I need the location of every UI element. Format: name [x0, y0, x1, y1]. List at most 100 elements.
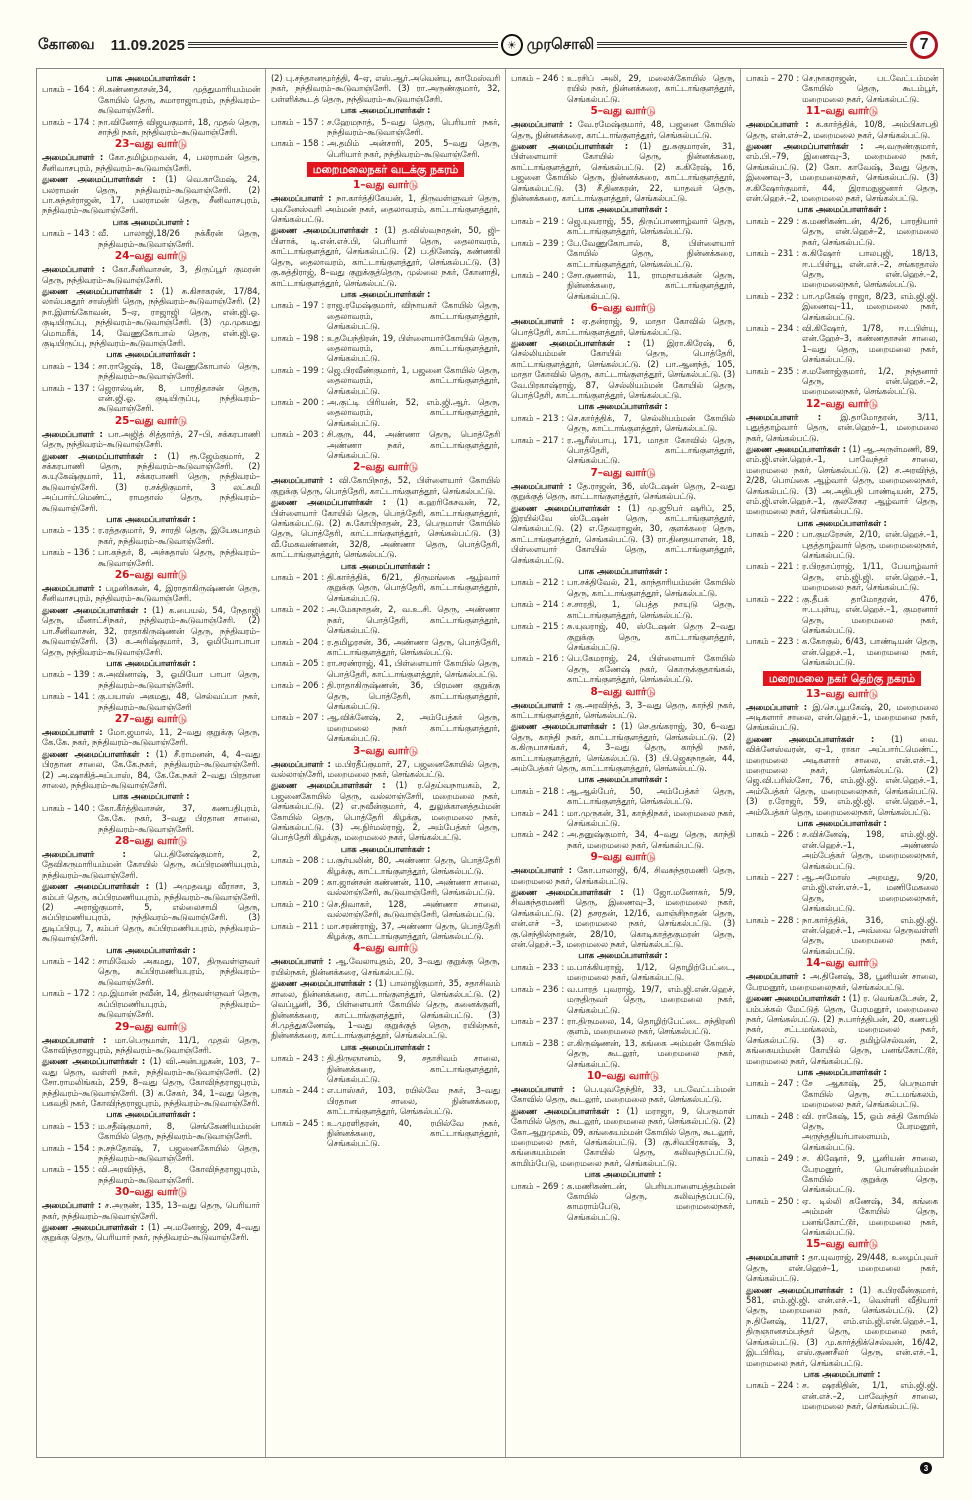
page-number: 7	[910, 31, 939, 59]
organizer-details: ச.அருண், 135, 13–வது தெரு, பெரியார் நகர்…	[42, 1200, 260, 1221]
separator: :	[92, 382, 96, 393]
organizer-details: (1) இரா.கிரேஷ், 6, செல்லியம்மன் கோயில் த…	[511, 337, 735, 400]
booth-entry: பாகம் – 238: எ.கிருஷ்ணன், 13, கங்கை அம்மன…	[511, 1038, 735, 1069]
booth-number: பாகம் – 218	[511, 785, 559, 796]
booth-entry: பாகம் – 216: பெ.கேமராஜ், 24, பிள்ளையார் க…	[511, 653, 735, 684]
ward-heading: 24–வது வார்டு	[114, 250, 188, 263]
booth-organizer-details: சா.ராஜேஷ், 18, வேணுகோபால் தெரு, நந்திவரம…	[98, 360, 260, 382]
booth-entry: பாகம் – 208: ப.சூர்யலின், 80, அண்ணா தெரு,…	[271, 855, 500, 876]
separator: :	[796, 248, 800, 259]
booth-number: பாகம் – 250	[746, 1195, 794, 1206]
organizer-paragraph: அமைப்பாளர் : ஆ.வேலாயுதம், 20, 3–வது குறு…	[271, 956, 500, 977]
organizer-paragraph: துணை அமைப்பாளர்கள் : (1) ர.தெய்வநாயகம், …	[271, 780, 500, 842]
booth-number: பாகம் – 164	[42, 84, 90, 95]
organizer-paragraph: துணை அமைப்பாளர்கள் : (1) க.பையல், 54, நே…	[42, 605, 260, 657]
booth-organizer-details: சு.யுவராஜ், 40, ஸ்டேஷன் தெரு 2–வது குறுக…	[567, 621, 735, 652]
organizer-paragraph: அமைப்பாளர் : அ.தினேஷ், 38, பூனியன் சாலை,…	[746, 971, 938, 992]
booth-entry: பாகம் – 236: வ.பாரத் புவராஜ், 19/7, எம்.ஜ…	[511, 984, 735, 1015]
booth-number: பாகம் – 136	[42, 547, 90, 558]
booth-entry: பாகம் – 164: சி.கண்ணதாசன்,34, முத்துமாரிய…	[42, 84, 260, 115]
booth-number: பாகம் – 228	[746, 914, 794, 925]
separator: :	[321, 604, 325, 615]
organizer-paragraph: அமைப்பாளர் : இ.தாமோதரன், 3/11, புதுத்தாழ…	[746, 412, 938, 443]
booth-organizer-details: ஏ. டில்லி கணேஷ், 34, கங்கை அம்மன் கோயில்…	[802, 1195, 938, 1238]
booth-entry: பாகம் – 237: ரா.திருமலை, 14, தொழிற்பேட்டை…	[511, 1016, 735, 1037]
booth-entry: பாகம் – 204: ர.தமிழரசன், 36, அண்ணா தெரு, …	[271, 637, 500, 658]
booth-entry: பாகம் – 201: தி.கார்த்திக், 6/21, திருமங்…	[271, 572, 500, 603]
ward-heading: 11–வது வார்டு	[805, 105, 879, 118]
booth-entry: பாகம் – 143: வீ. பாலாஜி,18/26 நக்கீரன் தெ…	[42, 228, 260, 249]
separator: :	[321, 920, 325, 931]
separator: :	[92, 525, 96, 536]
booth-organizer-details: உ.முரளிதரன், 40, ரயில்வே நகர், நின்னக்கர…	[327, 1117, 500, 1149]
separator: :	[796, 1195, 800, 1206]
organizer-paragraph: அமைப்பாளர் : வி.கோபிநாத், 52, பிள்ளையார்…	[271, 475, 500, 496]
organizer-paragraph: அமைப்பாளர் : இ.செ.பூபகேஷ், 20, மறைமலை அட…	[746, 702, 938, 733]
booth-organizer-details: சோ.குணால், 11, ராமநாயக்கன் தெரு, நின்னக்…	[567, 269, 735, 301]
booth-entry: பாகம் – 200: அ.குட்டி பிரியன், 52, எம்.ஜி…	[271, 397, 500, 428]
booth-number: பாகம் – 174	[42, 116, 90, 127]
role-label: துணை அமைப்பாளர்கள் :	[42, 285, 154, 296]
booth-number: பாகம் – 220	[746, 529, 794, 540]
role-label: அமைப்பாளர் :	[42, 583, 102, 594]
booth-entry: பாகம் – 244: எ.பாஸ்கர், 103, ரயில்வே நகர்…	[271, 1085, 500, 1116]
role-label: துணை அமைப்பாளர்கள் :	[42, 604, 147, 615]
booth-number: பாகம் – 135	[42, 525, 90, 536]
role-label: துணை அமைப்பாளர்கள் :	[511, 721, 616, 732]
ward-heading: 1–வது வார்டு	[353, 179, 418, 192]
separator: :	[796, 215, 800, 226]
separator: :	[92, 988, 96, 999]
organizer-details: ஆ.வேலாயுதம், 20, 3–வது குறுக்கு தெரு, ரய…	[271, 956, 500, 977]
booth-organizer-details: கு.தீபக் தாமோதரன், 476, ஈ.டபுள்யு, என்.ஹ…	[802, 593, 938, 635]
booth-entry: பாகம் – 248: வி. ராகேஷ், 15, ஓம் சக்தி கோ…	[746, 1111, 938, 1153]
town-banner: மறைமலை நகர் தெற்கு நகரம்	[762, 670, 922, 686]
section-label: பாக அமைப்பாளர் :	[803, 1368, 881, 1379]
booth-organizer-details: கு.பயாஸ் அகமது, 48, செல்வப்பா நகர், நந்த…	[98, 691, 260, 712]
footer-page-marker: 3	[920, 1462, 932, 1474]
separator: :	[796, 914, 800, 925]
page-header: கோவை 11.09.2025 ☀ முரசொலி 7	[38, 30, 939, 60]
organizer-details: பெ.யுவதேந்திர், 33, படவேட்டம்மன் கோவில் …	[511, 1083, 735, 1105]
booth-number: பாகம் – 224	[746, 1380, 794, 1391]
separator: :	[796, 365, 800, 376]
separator: :	[92, 116, 96, 127]
booth-organizer-details: கா.ஜான்சன் கண்ணன், 110, அண்ணா சாலை, வல்ல…	[327, 877, 500, 898]
booth-number: பாகம் – 233	[511, 961, 559, 972]
section-label: பாக அமைப்பாளர்கள் :	[106, 657, 196, 668]
booth-organizer-details: ர.ஆரீஸ்பாபு, 171, மாதா கோவில் தெரு, பொத்…	[567, 434, 735, 466]
booth-number: பாகம் – 231	[746, 248, 794, 259]
booth-organizer-details: பே.வேணுகோபால், 8, பிள்ளையார் கோயில் தெரு…	[567, 237, 735, 269]
section-label: பாக அமைப்பாளர்கள் :	[340, 288, 431, 299]
role-label: அமைப்பாளர் :	[746, 119, 809, 130]
separator: :	[561, 1015, 565, 1026]
organizer-paragraph: துணை அமைப்பாளர்கள் : (1) அ.மனோஜ், 209, 4…	[42, 1222, 260, 1243]
booth-organizer-details: தி.திருஞானம், 9, சதாசிவம் சாலை, நின்னக்க…	[327, 1053, 500, 1084]
booth-entry: பாகம் – 158: அ.தமிம் அன்சாரி, 205, 5–வது …	[271, 138, 500, 159]
organizer-details: (1) மராஜா, 9, பெருமாள் கோயில் தெரு, கூடல…	[511, 1105, 735, 1168]
booth-organizer-details: பா.கந்தர், 8, அச்சுதாஸ் தெரு, நந்திவரம்–…	[98, 547, 260, 568]
booth-number: பாகம் – 157	[271, 116, 319, 127]
booth-number: பாகம் – 213	[511, 412, 559, 423]
separator: :	[561, 961, 565, 972]
booth-entry: பாகம் – 157: ச.ஹேமநாத், 5–வது தெரு, பெரிய…	[271, 117, 500, 138]
booth-entry: பாகம் – 250: ஏ. டில்லி கணேஷ், 34, கங்கை அ…	[746, 1196, 938, 1238]
separator: :	[92, 691, 96, 702]
organizer-paragraph: அமைப்பாளர் : தே.ராஜன், 36, ஸ்டேஷன் தெரு,…	[511, 481, 735, 502]
role-label: துணை அமைப்பாளர்கள் :	[511, 887, 624, 898]
booth-organizer-details: செ.நாகராஜன், படவேட்டம்மன் கோயில் தெரு, க…	[802, 73, 938, 104]
booth-number: பாகம் – 207	[271, 712, 319, 723]
booth-number: பாகம் – 222	[746, 593, 794, 604]
booth-organizer-details: ரா.சரண்ராஜ், 41, பிள்ளையார் கோயில் தெரு,…	[327, 658, 500, 679]
role-label: அமைப்பாளர் :	[42, 428, 103, 439]
organizer-details: கோ.சீனிவாசன், 3, திருப்பூர் குமரன் தெரு,…	[42, 264, 261, 285]
organizer-details: பழனிசுகன், 4, இராதாகிருஷ்ணன் தெரு, சீனிவ…	[42, 583, 261, 604]
separator: :	[561, 237, 565, 248]
booth-entry: பாகம் – 226: ச.விக்னேஷ், 198, எம்.ஜி.ஜி. …	[746, 829, 938, 871]
booth-number: பாகம் – 208	[271, 855, 319, 866]
booth-organizer-details: பா.சக்திவேல், 21, காந்தாரியம்மன் கோயில் …	[567, 577, 735, 598]
separator: :	[321, 364, 325, 375]
organizer-paragraph: அமைப்பாளர் : கோ.தமிழ்மறவன், 4, பலராமன் த…	[42, 152, 260, 173]
ward-heading: 6–வது வார்டு	[590, 302, 656, 315]
section-label: பாக அமைப்பாளர் :	[584, 1169, 662, 1180]
booth-entry: பாகம் – 222: கு.தீபக் தாமோதரன், 476, ஈ.டப…	[746, 594, 938, 636]
